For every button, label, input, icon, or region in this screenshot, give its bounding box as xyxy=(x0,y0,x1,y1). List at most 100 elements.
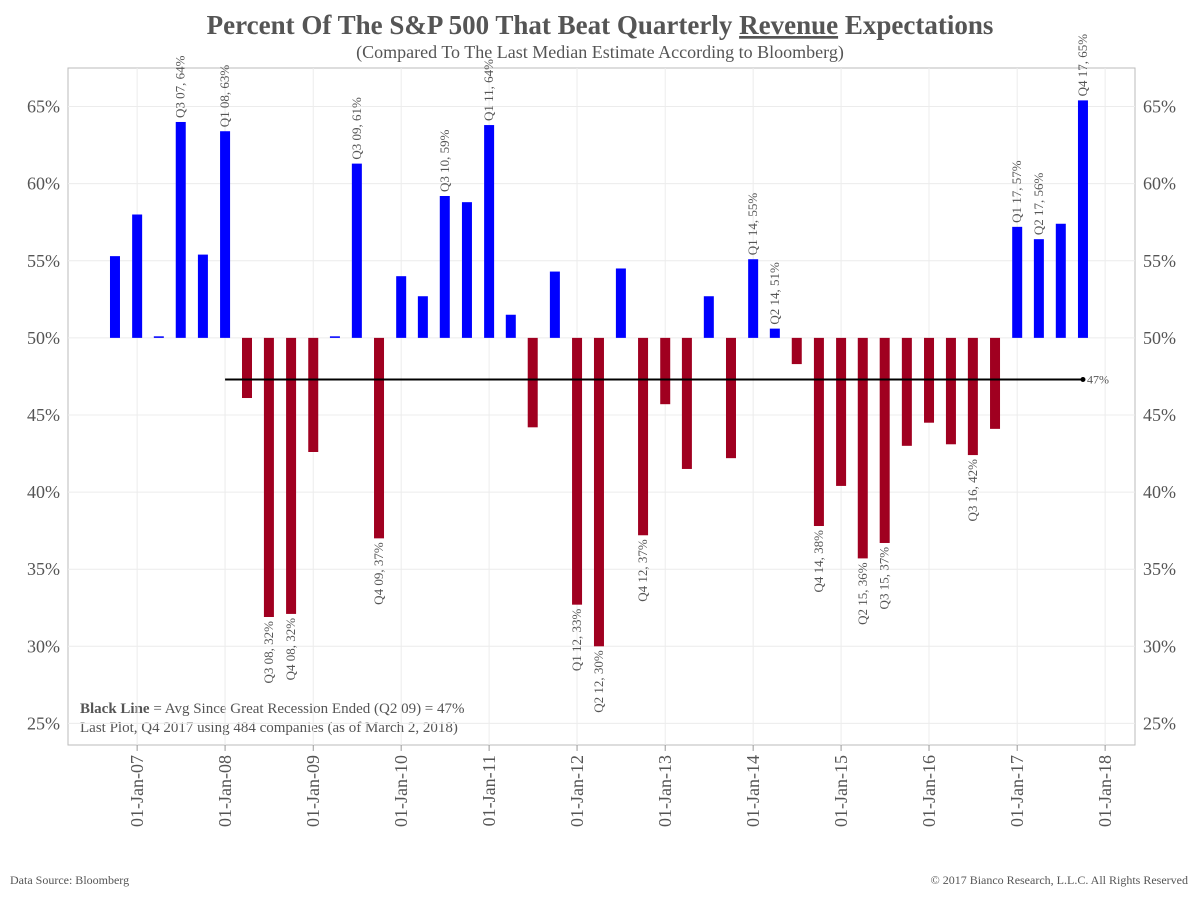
value-label: Q2 12, 30% xyxy=(591,650,606,713)
copyright: © 2017 Bianco Research, L.L.C. All Right… xyxy=(931,873,1188,887)
value-label: Q3 16, 42% xyxy=(965,459,980,522)
bar xyxy=(703,296,714,338)
x-tick-label: 01-Jan-16 xyxy=(919,755,939,827)
y-tick-label: 65% xyxy=(27,97,60,117)
bar xyxy=(1033,239,1044,338)
bar xyxy=(549,271,560,338)
y2-tick-label: 45% xyxy=(1143,405,1176,425)
bar xyxy=(417,296,428,338)
y-tick-label: 55% xyxy=(27,251,60,271)
value-label: Q4 12, 37% xyxy=(635,539,650,602)
y-tick-label: 35% xyxy=(27,559,60,579)
x-tick-label: 01-Jan-18 xyxy=(1095,755,1115,827)
value-label: Q1 12, 33% xyxy=(569,608,584,671)
value-label: Q2 17, 56% xyxy=(1031,173,1046,236)
bar xyxy=(879,337,890,543)
value-label: Q3 08, 32% xyxy=(261,621,276,684)
value-label: Q1 17, 57% xyxy=(1009,160,1024,223)
title-part: Percent Of The S&P 500 That Beat Quarter… xyxy=(207,10,739,40)
bar xyxy=(769,328,780,338)
average-dot xyxy=(1080,377,1086,383)
value-label: Q3 07, 64% xyxy=(173,55,188,118)
bar xyxy=(615,268,626,338)
bar xyxy=(967,337,978,456)
y-tick-label: 40% xyxy=(27,482,60,502)
bar xyxy=(791,337,802,365)
bar xyxy=(572,337,583,605)
x-tick-label: 01-Jan-08 xyxy=(215,755,235,827)
x-tick-label: 01-Jan-07 xyxy=(127,755,147,827)
bar xyxy=(857,337,868,559)
x-tick-label: 01-Jan-13 xyxy=(655,755,675,827)
bar xyxy=(527,337,538,428)
bar xyxy=(505,314,516,338)
y2-tick-label: 30% xyxy=(1143,636,1176,656)
value-label: Q1 11, 64% xyxy=(481,59,496,121)
y2-tick-label: 35% xyxy=(1143,559,1176,579)
value-label: Q2 15, 36% xyxy=(855,562,870,625)
bar xyxy=(286,337,297,614)
note-text: = Avg Since Great Recession Ended (Q2 09… xyxy=(150,701,465,717)
y-tick-label: 25% xyxy=(27,713,60,733)
bar xyxy=(748,259,759,338)
bar xyxy=(351,163,362,338)
bar xyxy=(1012,226,1023,338)
value-label: Q3 09, 61% xyxy=(349,97,364,160)
bar xyxy=(109,256,120,338)
y2-tick-label: 65% xyxy=(1143,97,1176,117)
bar xyxy=(660,337,671,405)
y-tick-label: 30% xyxy=(27,636,60,656)
x-tick-label: 01-Jan-17 xyxy=(1007,755,1027,827)
bar xyxy=(725,337,736,459)
bar xyxy=(263,337,274,618)
value-label: Q1 14, 55% xyxy=(745,193,760,256)
note: Black Line = Avg Since Great Recession E… xyxy=(80,701,465,717)
chart-subtitle: (Compared To The Last Median Estimate Ac… xyxy=(356,42,844,63)
bar xyxy=(990,337,1001,429)
value-label: Q4 09, 37% xyxy=(371,542,386,605)
title-part: Expectations xyxy=(838,10,993,40)
bar xyxy=(374,337,385,539)
y2-tick-label: 40% xyxy=(1143,482,1176,502)
bar xyxy=(1055,223,1066,338)
bar xyxy=(132,214,143,338)
bar xyxy=(461,202,472,338)
bar xyxy=(901,337,912,446)
chart-title: Percent Of The S&P 500 That Beat Quarter… xyxy=(207,10,994,40)
y-tick-label: 50% xyxy=(27,328,60,348)
y-tick-label: 45% xyxy=(27,405,60,425)
bar xyxy=(813,337,824,527)
bar xyxy=(836,337,847,486)
bar xyxy=(439,195,450,338)
y2-tick-label: 60% xyxy=(1143,174,1176,194)
x-tick-label: 01-Jan-15 xyxy=(831,755,851,827)
value-label: Q4 17, 65% xyxy=(1075,34,1090,97)
value-label: Q3 10, 59% xyxy=(437,129,452,192)
note-bold: Black Line xyxy=(80,701,150,717)
x-tick-label: 01-Jan-10 xyxy=(391,755,411,827)
x-tick-label: 01-Jan-09 xyxy=(303,755,323,827)
y2-tick-label: 25% xyxy=(1143,713,1176,733)
value-label: Q2 14, 51% xyxy=(767,262,782,325)
x-tick-label: 01-Jan-11 xyxy=(479,755,499,826)
bar xyxy=(220,131,231,338)
bar xyxy=(681,337,692,469)
y2-tick-label: 55% xyxy=(1143,251,1176,271)
source: Data Source: Bloomberg xyxy=(10,873,129,887)
note: Last Plot, Q4 2017 using 484 companies (… xyxy=(80,720,458,736)
bar xyxy=(153,336,164,338)
plot-frame xyxy=(67,67,1136,746)
bar xyxy=(1077,100,1088,338)
bar xyxy=(329,336,340,338)
value-label: Q4 08, 32% xyxy=(283,618,298,681)
bar xyxy=(197,254,208,338)
bar xyxy=(945,337,956,445)
bar xyxy=(241,337,252,399)
bar xyxy=(308,337,319,452)
bar xyxy=(593,337,604,647)
value-label: Q1 08, 63% xyxy=(217,65,232,128)
title-part: Revenue xyxy=(739,10,838,40)
bar xyxy=(484,125,495,338)
x-tick-label: 01-Jan-14 xyxy=(743,755,763,827)
